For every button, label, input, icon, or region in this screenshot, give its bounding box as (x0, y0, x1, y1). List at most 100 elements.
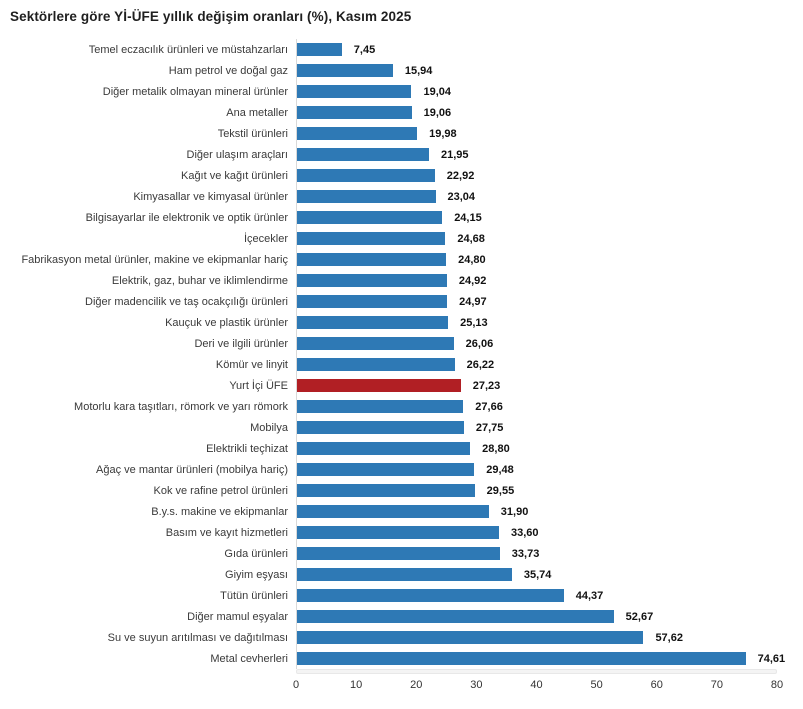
bar-track: 74,61 (296, 648, 785, 669)
chart-row: Diğer mamul eşyalar 52,67 (0, 606, 803, 627)
x-axis-tick: 40 (530, 679, 543, 691)
bar-track: 19,98 (296, 123, 778, 144)
bar[interactable] (297, 316, 449, 329)
bar[interactable] (297, 568, 512, 581)
bar-track: 24,15 (296, 207, 778, 228)
category-label: Diğer metalik olmayan mineral ürünler (102, 85, 288, 98)
x-axis-tick: 30 (470, 679, 483, 691)
bar[interactable] (297, 211, 443, 224)
bar-chart: Temel eczacılık ürünleri ve müstahzarlar… (0, 39, 803, 695)
chart-row: Kömür ve linyit 26,22 (0, 354, 803, 375)
bar-track: 19,06 (296, 102, 778, 123)
value-label: 26,06 (465, 337, 494, 350)
chart-row: Ağaç ve mantar ürünleri (mobilya hariç) … (0, 459, 803, 480)
bar[interactable] (297, 358, 455, 371)
axis-baseline (296, 669, 777, 674)
value-label: 29,55 (486, 484, 515, 497)
bar-track: 28,80 (296, 438, 778, 459)
category-label: Basım ve kayıt hizmetleri (165, 526, 288, 539)
bar[interactable] (297, 400, 464, 413)
bar[interactable] (297, 526, 500, 539)
category-label: Kok ve rafine petrol ürünleri (153, 484, 288, 497)
bar-track: 26,06 (296, 333, 778, 354)
bar[interactable] (297, 295, 448, 308)
bar[interactable] (297, 148, 429, 161)
category-label: Tütün ürünleri (220, 589, 288, 602)
bar[interactable] (297, 505, 489, 518)
chart-row: Diğer metalik olmayan mineral ürünler 19… (0, 81, 803, 102)
bar-track: 29,55 (296, 480, 778, 501)
bar[interactable] (297, 547, 500, 560)
category-label: Su ve suyun arıtılması ve dağıtılması (107, 631, 288, 644)
chart-row: Kok ve rafine petrol ürünleri 29,55 (0, 480, 803, 501)
bar[interactable] (297, 589, 564, 602)
bar-track: 22,92 (296, 165, 778, 186)
x-axis-tick: 20 (410, 679, 423, 691)
bar[interactable] (297, 337, 454, 350)
value-label: 44,37 (575, 589, 604, 602)
bar[interactable] (297, 64, 393, 77)
x-axis: 0 10 20 30 40 50 60 70 80 (293, 679, 783, 695)
bar[interactable] (297, 421, 464, 434)
bar-track: 7,45 (296, 39, 778, 60)
bar[interactable] (297, 43, 342, 56)
bar-track: 29,48 (296, 459, 778, 480)
bar-track: 35,74 (296, 564, 778, 585)
category-label: Diğer mamul eşyalar (187, 610, 288, 623)
chart-row: Elektrikli teçhizat 28,80 (0, 438, 803, 459)
bar[interactable] (297, 379, 461, 392)
chart-row: Ham petrol ve doğal gaz 15,94 (0, 60, 803, 81)
value-label: 19,04 (423, 85, 451, 98)
chart-row: Diğer ulaşım araçları 21,95 (0, 144, 803, 165)
bar[interactable] (297, 631, 644, 644)
chart-row: Temel eczacılık ürünleri ve müstahzarlar… (0, 39, 803, 60)
chart-row: Tütün ürünleri 44,37 (0, 585, 803, 606)
bar[interactable] (297, 85, 412, 98)
category-label: Elektrik, gaz, buhar ve iklimlendirme (111, 274, 288, 287)
category-label: Ağaç ve mantar ürünleri (mobilya hariç) (96, 463, 288, 476)
bar[interactable] (297, 274, 447, 287)
category-label: Elektrikli teçhizat (206, 442, 288, 455)
value-label: 25,13 (460, 316, 488, 329)
value-label: 23,04 (447, 190, 476, 203)
value-label: 27,66 (475, 400, 503, 413)
bar-track: 26,22 (296, 354, 778, 375)
chart-row: Yurt İçi ÜFE 27,23 (0, 375, 803, 396)
bar[interactable] (297, 190, 436, 203)
bar-track: 27,23 (296, 375, 778, 396)
bar-track: 25,13 (296, 312, 778, 333)
value-label: 24,68 (457, 232, 485, 245)
bar[interactable] (297, 610, 614, 623)
bar[interactable] (297, 253, 447, 266)
chart-row: Kimyasallar ve kimyasal ürünler 23,04 (0, 186, 803, 207)
bar[interactable] (297, 442, 471, 455)
chart-row: Gıda ürünleri 33,73 (0, 543, 803, 564)
bar[interactable] (297, 463, 475, 476)
bar[interactable] (297, 484, 475, 497)
bar-track: 27,75 (296, 417, 778, 438)
bar[interactable] (297, 232, 446, 245)
category-label: İçecekler (243, 232, 288, 245)
value-label: 15,94 (404, 64, 433, 77)
chart-row: Bilgisayarlar ile elektronik ve optik ür… (0, 207, 803, 228)
bar-track: 27,66 (296, 396, 778, 417)
value-label: 7,45 (353, 43, 376, 56)
x-axis-tick: 50 (590, 679, 603, 691)
x-axis-tick: 70 (710, 679, 723, 691)
value-label: 33,60 (511, 526, 539, 539)
bar[interactable] (297, 106, 412, 119)
bar-track: 24,97 (296, 291, 778, 312)
value-label: 31,90 (500, 505, 529, 518)
value-label: 33,73 (511, 547, 540, 560)
bar[interactable] (297, 127, 418, 140)
bar[interactable] (297, 652, 746, 665)
value-label: 19,06 (423, 106, 452, 119)
chart-row: Tekstil ürünleri 19,98 (0, 123, 803, 144)
bar[interactable] (297, 169, 435, 182)
category-label: Ana metaller (226, 106, 288, 119)
bar-track: 24,68 (296, 228, 778, 249)
category-label: Giyim eşyası (225, 568, 288, 581)
x-axis-tick: 80 (770, 679, 784, 691)
category-label: Deri ve ilgili ürünler (194, 337, 288, 350)
bar-track: 23,04 (296, 186, 778, 207)
